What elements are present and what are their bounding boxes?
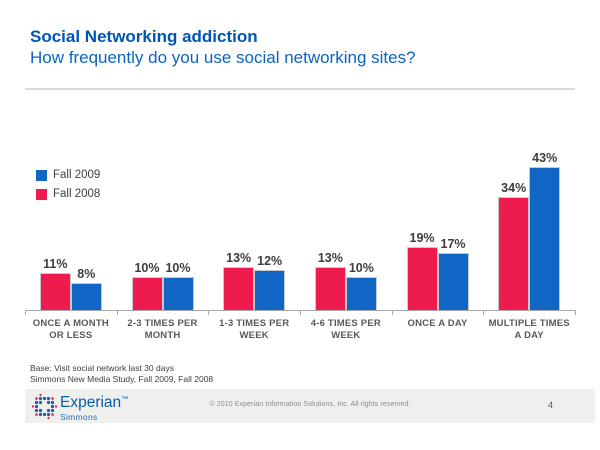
bar-column: 19% [406,231,438,310]
bar-value-label: 8% [77,267,96,281]
bar-group: 10% 10% [117,145,209,310]
bar-value-label: 11% [43,257,68,271]
axis-tick [392,311,393,315]
legend-item-fall-2008: Fall 2008 [36,188,100,200]
bar-group: 11% 8% [25,145,117,310]
bar-value-label: 10% [348,261,374,275]
bar-value-label: 10% [134,261,160,275]
source-footnote: Base: Visit social network last 30 days … [30,363,213,385]
bar-value-label: 19% [409,231,435,245]
bar-group: 13% 12% [208,145,300,310]
bar-column: 43% [529,151,561,310]
bar-column: 10% [131,261,163,310]
bar-value-label: 13% [317,251,343,265]
bar-chart: 11% 8% 10% 10% 13% 12% 13% 10% 19% 17% 34% 43% [25,145,575,310]
x-axis-line [25,310,576,315]
experian-dots-logo-icon [32,394,57,419]
bar-fall-2009 [70,283,102,310]
x-axis-category-label: ONCE A MONTH OR LESS [32,318,109,341]
bar-column: 10% [162,261,194,310]
chart-legend: Fall 2009 Fall 2008 [36,169,100,207]
axis-tick [25,311,26,315]
bar-fall-2008 [406,247,438,310]
bar-column: 13% [223,251,255,310]
footnote-base: Base: Visit social network last 30 days [30,363,174,373]
legend-label: Fall 2008 [53,188,101,200]
bar-value-label: 10% [165,261,191,275]
bar-value-label: 13% [226,251,252,265]
axis-tick [300,311,301,315]
legend-swatch-fall-2008-icon [36,188,47,200]
bar-fall-2008 [498,197,530,310]
bar-fall-2008 [131,277,163,310]
bar-column: 12% [254,254,286,310]
bar-column: 17% [437,237,469,310]
trademark-symbol: ™ [121,396,129,403]
legend-swatch-fall-2009-icon [36,169,47,181]
bar-fall-2009 [437,253,469,310]
x-axis-category-label: 1-3 TIMES PER WEEK [219,318,290,341]
bar-fall-2008 [39,273,71,310]
bar-fall-2009 [162,277,194,310]
bar-fall-2009 [529,167,561,310]
legend-item-fall-2009: Fall 2009 [36,169,100,181]
bar-group: 13% 10% [300,145,392,310]
bar-column: 8% [70,267,102,310]
copyright-text: © 2010 Experian Information Solutions, I… [209,401,411,408]
x-axis-category-label: ONCE A DAY [407,318,468,329]
experian-simmons-logo: Experian™ Simmons [32,391,128,422]
bar-fall-2008 [314,267,346,310]
brand-word: Experian [60,394,122,411]
bar-fall-2009 [345,277,377,310]
x-axis-category-label: MULTIPLE TIMES A DAY [488,318,570,341]
legend-label: Fall 2009 [53,169,101,181]
bar-value-label: 12% [257,254,283,268]
page-title: Social Networking addiction [30,27,258,46]
slide-header: Social Networking addiction How frequent… [30,26,416,69]
footer-bar: Experian™ Simmons © 2010 Experian Inform… [25,389,595,423]
page-number: 4 [547,400,553,410]
brand-name: Experian™ [60,391,128,411]
axis-tick [208,311,209,315]
axis-tick [117,311,118,315]
brand-text: Experian™ Simmons [60,391,128,422]
footnote-study: Simmons New Media Study, Fall 2009, Fall… [30,374,214,384]
axis-tick [575,311,576,315]
x-axis-category-label: 2-3 TIMES PER MONTH [127,318,198,341]
bar-value-label: 43% [532,151,558,165]
bar-value-label: 17% [440,237,466,251]
bar-column: 34% [498,181,530,310]
bar-column: 11% [39,257,71,310]
bar-value-label: 34% [501,181,527,195]
brand-sub-name: Simmons [60,412,98,422]
bar-column: 10% [345,261,377,310]
bar-column: 13% [314,251,346,310]
axis-tick [483,311,484,315]
x-axis-labels: ONCE A MONTH OR LESS 2-3 TIMES PER MONTH 1-3… [25,318,575,342]
x-axis-category-label: 4-6 TIMES PER WEEK [310,318,381,341]
bar-group: 34% 43% [483,145,575,310]
bar-fall-2009 [254,270,286,310]
bar-fall-2008 [223,267,255,310]
page-subtitle: How frequently do you use social network… [30,48,416,67]
bar-group: 19% 17% [392,145,484,310]
header-divider [25,88,575,90]
